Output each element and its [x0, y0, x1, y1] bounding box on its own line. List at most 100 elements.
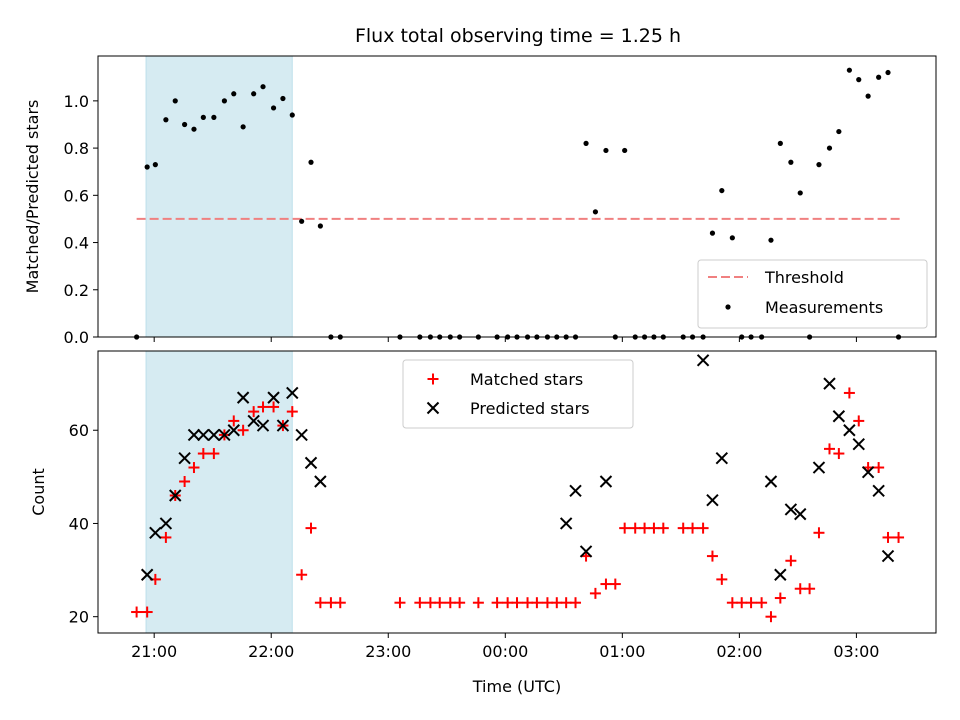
top-y-tick-label: 1.0	[64, 92, 89, 111]
x-tick-label: 03:00	[833, 642, 879, 661]
bottom-legend: Matched stars Predicted stars	[402, 359, 634, 429]
predicted-star-point	[599, 475, 613, 488]
observing-window-shade	[145, 350, 293, 634]
legend-measurements-label: Measurements	[765, 298, 883, 317]
measurement-point	[865, 93, 871, 99]
predicted-star-point	[267, 391, 280, 404]
predicted-star-point	[843, 424, 856, 437]
matched-star-point	[893, 531, 905, 543]
measurement-point	[719, 187, 725, 194]
measurement-point	[308, 159, 314, 165]
predicted-star-point	[276, 419, 290, 432]
matched-star-point	[853, 415, 865, 427]
measurement-point	[251, 91, 257, 97]
matched-star-point	[570, 597, 582, 609]
matched-star-point	[560, 597, 572, 609]
top-y-tick-label: 0.8	[64, 139, 89, 158]
predicted-star-point	[304, 456, 318, 470]
predicted-star-point	[178, 451, 191, 465]
predicted-star-point	[256, 419, 270, 432]
measurement-point	[603, 147, 609, 154]
measurement-point	[231, 91, 237, 97]
legend-matched-swatch	[427, 373, 439, 385]
predicted-star-point	[197, 428, 210, 442]
matched-star-point	[325, 597, 337, 609]
matched-star-point	[237, 424, 249, 436]
top-y-tick-label: 0.4	[64, 234, 89, 253]
measurement-point	[797, 190, 803, 196]
predicted-star-point	[169, 489, 182, 502]
predicted-star-point	[218, 428, 231, 442]
measurement-point	[182, 121, 188, 128]
matched-star-point	[472, 597, 484, 609]
bottom-y-tick-label: 20	[69, 608, 89, 627]
measurement-point	[846, 67, 852, 73]
matched-star-point	[424, 597, 436, 609]
measurement-point	[729, 235, 735, 241]
matched-star-point	[726, 597, 738, 609]
measurement-point	[856, 77, 862, 83]
matched-star-point	[188, 462, 200, 474]
matched-star-point	[687, 522, 699, 534]
matched-star-point	[765, 611, 777, 623]
measurement-point	[317, 223, 323, 229]
legend-matched-label: Matched stars	[470, 370, 583, 389]
predicted-star-point	[314, 475, 327, 488]
matched-star-point	[785, 555, 797, 567]
predicted-star-point	[774, 568, 787, 581]
matched-star-point	[502, 597, 514, 609]
matched-star-point	[736, 597, 748, 609]
matched-star-point	[745, 597, 757, 609]
predicted-star-point	[286, 386, 299, 400]
matched-star-point	[609, 578, 621, 590]
predicted-star-point	[812, 461, 826, 474]
matched-star-point	[589, 587, 601, 599]
predicted-star-point	[140, 568, 154, 581]
top-legend: Threshold Measurements	[697, 259, 928, 329]
matched-star-point	[657, 522, 669, 534]
matched-star-point	[131, 606, 143, 618]
predicted-star-point	[247, 414, 260, 428]
legend-predicted-label: Predicted stars	[470, 399, 590, 418]
predicted-star-point	[696, 354, 710, 367]
top-axes-frame	[97, 55, 937, 338]
matched-star-point	[843, 387, 855, 399]
matched-star-point	[639, 522, 651, 534]
matched-star-point	[706, 550, 718, 562]
matched-star-point	[257, 401, 269, 413]
bottom-predicted-points	[140, 354, 895, 581]
matched-star-point	[208, 448, 220, 460]
matched-star-point	[716, 573, 728, 585]
matched-star-point	[228, 415, 240, 427]
measurement-point	[240, 124, 246, 130]
observing-window-shade	[145, 55, 293, 338]
measurement-point	[777, 140, 783, 146]
matched-star-point	[774, 592, 786, 604]
x-tick-label: 01:00	[599, 642, 645, 661]
matched-star-point	[160, 531, 172, 543]
measurement-point	[709, 230, 716, 236]
predicted-star-point	[236, 391, 250, 404]
measurement-point	[172, 98, 178, 104]
measurement-point	[885, 69, 891, 76]
bottom-y-tick-label: 60	[69, 421, 89, 440]
predicted-star-point	[569, 484, 582, 498]
bottom-y-tick-label: 40	[69, 514, 89, 533]
predicted-star-point	[187, 428, 201, 442]
matched-star-point	[756, 597, 768, 609]
predicted-star-point	[832, 410, 846, 423]
matched-star-point	[248, 406, 260, 418]
matched-star-point	[141, 606, 153, 618]
matched-star-point	[882, 531, 894, 543]
matched-star-point	[454, 597, 466, 609]
matched-star-point	[629, 522, 641, 534]
measurement-point	[583, 140, 589, 146]
legend-box	[402, 359, 634, 429]
legend-predicted-swatch	[426, 401, 440, 415]
measurement-point	[221, 98, 228, 104]
predicted-star-point	[207, 428, 221, 442]
bottom-y-ticks: 20 40 60	[69, 421, 98, 627]
measurement-point	[280, 95, 286, 102]
bottom-observing-window-shade	[145, 350, 293, 634]
measurement-point	[211, 114, 217, 120]
